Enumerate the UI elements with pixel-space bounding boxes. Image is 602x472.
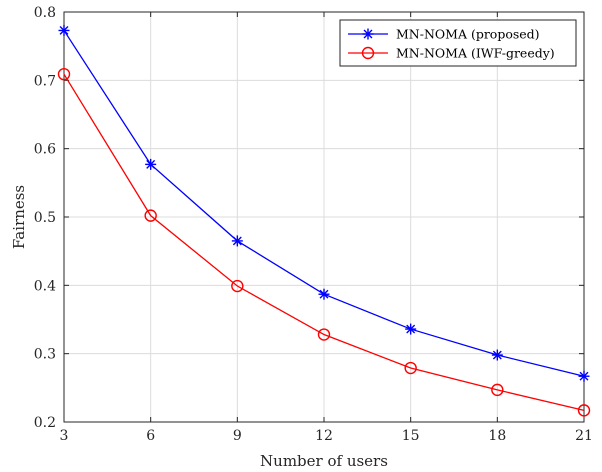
data-point	[231, 279, 244, 293]
series-layer	[57, 24, 591, 417]
legend-swatch-marker	[361, 46, 375, 60]
x-tick-label: 18	[488, 428, 506, 444]
x-tick-label: 9	[233, 428, 242, 444]
data-point	[577, 404, 591, 417]
data-point	[491, 383, 504, 397]
series-line	[63, 73, 585, 412]
data-point	[57, 67, 71, 81]
y-axis-label: Fairness	[10, 185, 28, 249]
legend-entry: MN-NOMA (proposed)	[348, 27, 540, 42]
x-axis-label: Number of users	[260, 452, 388, 470]
data-point	[58, 24, 70, 36]
data-point	[144, 209, 157, 222]
y-tick-label: 0.6	[34, 142, 56, 158]
x-tick-label: 15	[402, 428, 420, 444]
data-point	[318, 288, 330, 300]
data-point	[145, 158, 157, 170]
data-point	[405, 323, 417, 335]
data-point	[491, 349, 503, 361]
series-1	[58, 24, 590, 382]
tick-layer: 3 6 9 12 15 18 21 0.2 0.3 0.4 0.5 0.6 0.7 0.8	[34, 5, 593, 444]
legend-box	[339, 19, 577, 67]
y-tick-label: 0.3	[34, 347, 56, 363]
legend: MN-NOMA (proposed) MN-NOMA (IWF-greedy)	[339, 19, 577, 67]
legend-label: MN-NOMA (proposed)	[396, 27, 540, 42]
data-point	[317, 328, 331, 341]
data-point	[404, 361, 417, 375]
y-tick-label: 0.8	[34, 5, 56, 21]
x-tick-label: 21	[575, 428, 593, 444]
legend-swatch-marker	[362, 28, 374, 40]
x-tick-label: 6	[146, 428, 155, 444]
y-tick-label: 0.5	[34, 210, 56, 226]
y-tick-label: 0.7	[34, 73, 56, 89]
y-tick-label: 0.4	[34, 278, 56, 294]
data-point	[578, 370, 590, 382]
legend-entry: MN-NOMA (IWF-greedy)	[348, 46, 555, 61]
y-tick-label: 0.2	[34, 415, 56, 431]
legend-label: MN-NOMA (IWF-greedy)	[396, 46, 555, 61]
x-tick-label: 12	[315, 428, 333, 444]
data-point	[231, 235, 243, 247]
series-2	[57, 67, 591, 417]
x-tick-label: 3	[60, 428, 69, 444]
